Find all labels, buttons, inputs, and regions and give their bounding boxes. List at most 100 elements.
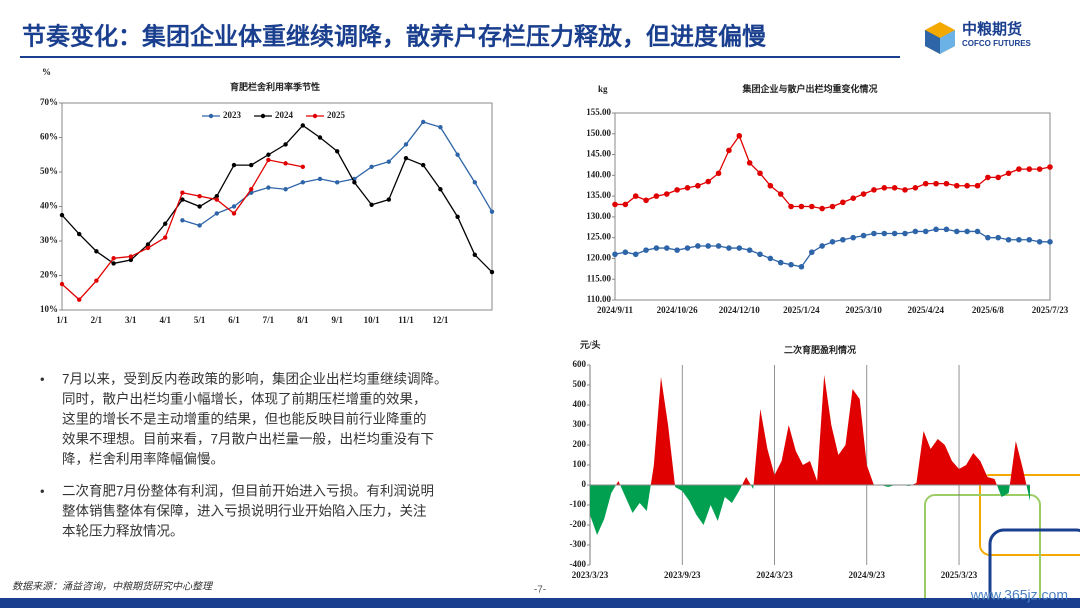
point [912, 228, 919, 235]
point [715, 170, 722, 177]
y-tick-label: 110.00 [587, 294, 612, 304]
point [974, 182, 981, 189]
series-line [615, 134, 1051, 210]
point [386, 197, 391, 202]
x-tick-label: 2024/12/10 [719, 305, 761, 315]
point [850, 234, 857, 241]
point [128, 257, 133, 263]
point [933, 180, 939, 187]
bullet-text: 本轮压力释放情况。 [62, 524, 184, 539]
point [985, 174, 991, 181]
point [767, 255, 774, 262]
point [1047, 239, 1053, 245]
point [403, 156, 409, 161]
point [705, 243, 712, 249]
point [622, 249, 629, 256]
point [788, 203, 794, 210]
y-tick-label: 140.00 [586, 169, 611, 179]
point [1026, 236, 1033, 243]
point [283, 161, 288, 166]
point [726, 147, 732, 154]
y-tick-label: 120.00 [586, 253, 611, 263]
y-tick-label: 400 [573, 399, 587, 409]
point [489, 269, 495, 275]
point [632, 251, 639, 258]
y-tick-label: 40% [40, 201, 58, 211]
y-tick-label: 115.00 [587, 273, 612, 283]
series-line [61, 124, 493, 273]
x-tick-label: 7/1 [263, 315, 275, 325]
legend-label: 2025 [327, 110, 346, 120]
bullet-dot: • [40, 371, 45, 386]
x-tick-label: 6/1 [228, 315, 240, 325]
point [943, 226, 950, 233]
area [590, 375, 1030, 535]
y-tick-label: 30% [40, 235, 58, 245]
point [612, 251, 618, 258]
point [300, 164, 305, 170]
point [674, 247, 680, 253]
point [746, 247, 753, 253]
y-tick-label: 125.00 [586, 232, 611, 242]
point [214, 211, 219, 216]
title-rule [20, 56, 900, 58]
point [300, 123, 305, 128]
x-tick-label: 11/1 [398, 315, 414, 325]
y-tick-label: 600 [573, 359, 587, 369]
point [798, 263, 805, 270]
point [455, 152, 460, 157]
point [653, 245, 660, 251]
point [643, 197, 649, 204]
logo: 中粮期货 COFCO FUTURES [925, 20, 1032, 54]
y-axis-label: kg [598, 84, 608, 94]
point [300, 180, 305, 185]
point [964, 228, 970, 235]
y-tick-label: 135.00 [586, 190, 611, 200]
point [933, 226, 939, 233]
point [953, 228, 960, 235]
point [674, 187, 680, 193]
point [438, 124, 443, 130]
point [335, 180, 340, 185]
legend-marker [312, 113, 318, 119]
x-tick-label: 2024/9/23 [849, 570, 886, 580]
point [902, 187, 908, 193]
legend-label: 2024 [275, 110, 294, 120]
x-tick-label: 2025/3/10 [845, 305, 882, 315]
slide-title: 节奏变化：集团企业体重继续调降，散养户存栏压力释放，但进度偏慢 [22, 22, 767, 50]
series-line [614, 228, 1050, 268]
point [77, 297, 82, 302]
point [163, 235, 168, 240]
point [974, 228, 981, 235]
y-tick-label: 500 [573, 379, 587, 389]
point [59, 212, 65, 218]
bullet-text: 同时，散户出栏均重小幅增长，体现了前期压栏增重的效果， [62, 391, 427, 407]
point [128, 254, 133, 259]
y-tick-label: 145.00 [586, 149, 611, 159]
x-tick-label: 8/1 [297, 315, 309, 325]
point [622, 201, 629, 208]
point [995, 174, 1002, 181]
x-tick-label: 2023/3/23 [572, 570, 609, 580]
point [77, 231, 82, 237]
bullet-text: 效果不理想。目前来看，7月散户出栏量一般，出栏均重没有下 [62, 431, 434, 447]
point [94, 249, 99, 254]
point [964, 182, 970, 189]
point [249, 162, 254, 168]
chart-title: 育肥栏舍利用率季节性 [230, 81, 320, 92]
point [777, 191, 784, 197]
y-tick-label: 200 [573, 439, 587, 449]
point [266, 185, 271, 190]
point [922, 228, 929, 235]
y-tick-label: -300 [570, 539, 587, 549]
watermark: www.365jz.com [970, 587, 1068, 603]
source: 数据来源：涌益咨询，中粮期货研究中心整理 [12, 581, 214, 593]
point [777, 259, 784, 266]
logo-en: COFCO FUTURES [962, 39, 1032, 48]
bullet-text: 7月以来，受到反内卷政策的影响，集团企业出栏均重继续调降。 [62, 371, 448, 387]
y-tick-label: 0 [582, 479, 587, 489]
point [736, 245, 743, 251]
point [145, 242, 151, 247]
point [249, 187, 254, 192]
point [214, 197, 219, 202]
